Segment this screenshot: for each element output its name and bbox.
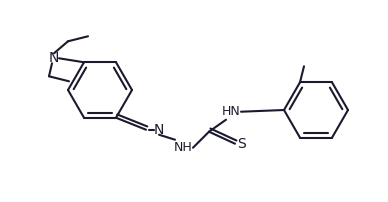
Text: S: S bbox=[237, 137, 246, 151]
Text: N: N bbox=[49, 51, 59, 65]
Text: NH: NH bbox=[173, 141, 192, 154]
Text: N: N bbox=[154, 123, 164, 137]
Text: HN: HN bbox=[222, 105, 241, 118]
